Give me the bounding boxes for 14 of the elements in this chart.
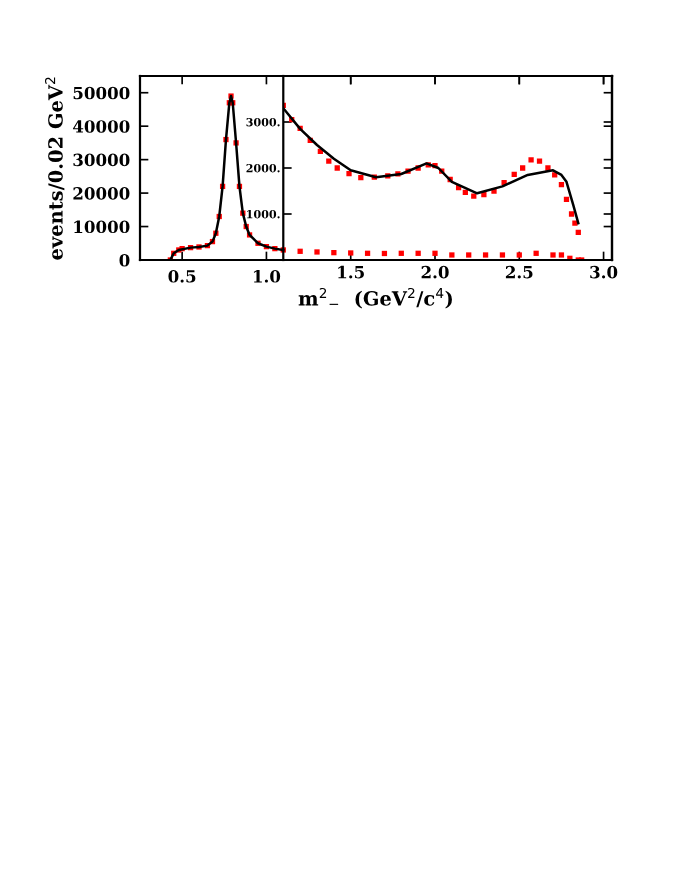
- x-tick-label: 1.0: [253, 270, 281, 283]
- x-tick-label: 1.5: [338, 265, 364, 279]
- y-tick-label: 20000: [73, 187, 130, 200]
- y-tick-label: 0: [119, 253, 130, 267]
- y-tick-label: 30000: [73, 153, 130, 167]
- x-tick-label: 2.0: [421, 265, 449, 279]
- y-tick-label: 10000: [74, 220, 130, 234]
- text: m$^{2}$$_{−}$ (GeV$^{2}$/c$^{4}$): [298, 287, 452, 309]
- x-tick-label: 3.0: [590, 265, 618, 279]
- y-tick-label: 50000: [73, 86, 130, 100]
- y-tick-label: 40000: [72, 120, 130, 133]
- x-tick-label: 2.5: [505, 265, 533, 279]
- x-tick-label: 0.5: [168, 270, 196, 283]
- y-axis-title: events/0.02 GeV$^{2}$: [45, 77, 65, 260]
